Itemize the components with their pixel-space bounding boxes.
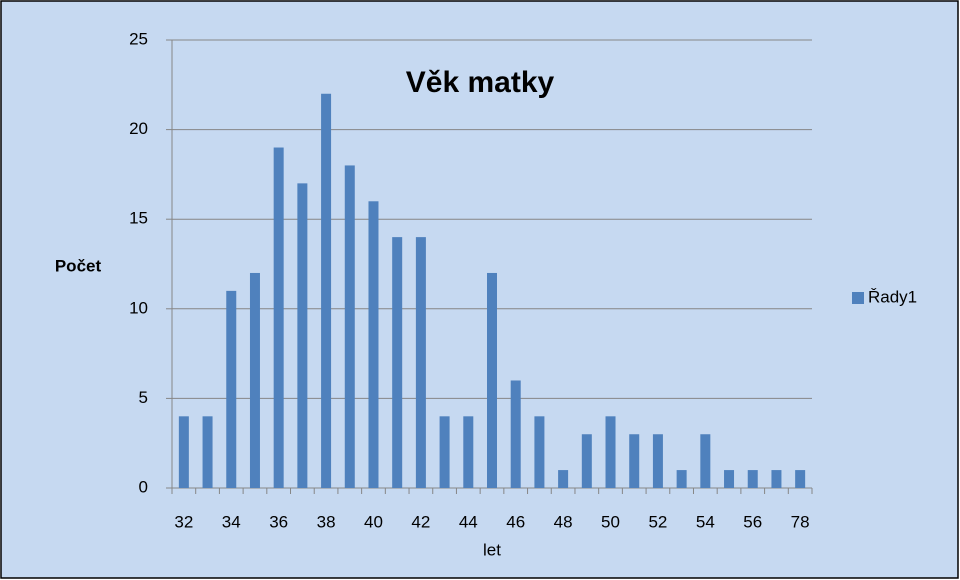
x-tick-label: 48 [554, 512, 573, 531]
x-tick-label: 46 [506, 512, 525, 531]
x-tick-label: 50 [601, 512, 620, 531]
bar [534, 416, 545, 488]
y-tick-label: 5 [139, 388, 148, 407]
bar [344, 165, 355, 488]
x-tick-label: 56 [743, 512, 762, 531]
bar [652, 434, 663, 488]
bar [368, 201, 379, 488]
bar [321, 93, 332, 488]
legend-swatch [852, 292, 864, 304]
bar [415, 237, 426, 488]
y-tick-label: 15 [129, 209, 148, 228]
bar [676, 470, 687, 488]
x-tick-label: 78 [791, 512, 810, 531]
x-tick-label: 32 [174, 512, 193, 531]
bar [439, 416, 450, 488]
bar [178, 416, 189, 488]
bar [581, 434, 592, 488]
bar [795, 470, 806, 488]
bar [700, 434, 711, 488]
y-tick-label: 25 [129, 29, 148, 48]
y-tick-label: 20 [129, 119, 148, 138]
bar [747, 470, 758, 488]
bar [558, 470, 569, 488]
y-tick-label: 0 [139, 477, 148, 496]
bar [463, 416, 474, 488]
bar [297, 183, 308, 489]
bar [724, 470, 735, 488]
x-tick-label: 34 [222, 512, 241, 531]
bar [771, 470, 782, 488]
bar [273, 147, 284, 488]
y-tick-label: 10 [129, 298, 148, 317]
chart-title: Věk matky [406, 66, 555, 99]
bar [629, 434, 640, 488]
legend-label: Řady1 [868, 287, 917, 306]
x-tick-label: 38 [317, 512, 336, 531]
bar [392, 237, 403, 488]
x-tick-label: 44 [459, 512, 478, 531]
bar [510, 380, 521, 488]
x-tick-label: 52 [648, 512, 667, 531]
x-tick-label: 54 [696, 512, 715, 531]
bar [487, 272, 497, 488]
bar [249, 272, 260, 488]
bar [226, 290, 237, 488]
x-axis-label: let [483, 540, 501, 559]
y-axis-label: Počet [55, 256, 102, 275]
x-tick-label: 36 [269, 512, 288, 531]
bar [202, 416, 213, 488]
x-tick-label: 40 [364, 512, 383, 531]
bar [605, 416, 616, 488]
x-tick-label: 42 [411, 512, 430, 531]
